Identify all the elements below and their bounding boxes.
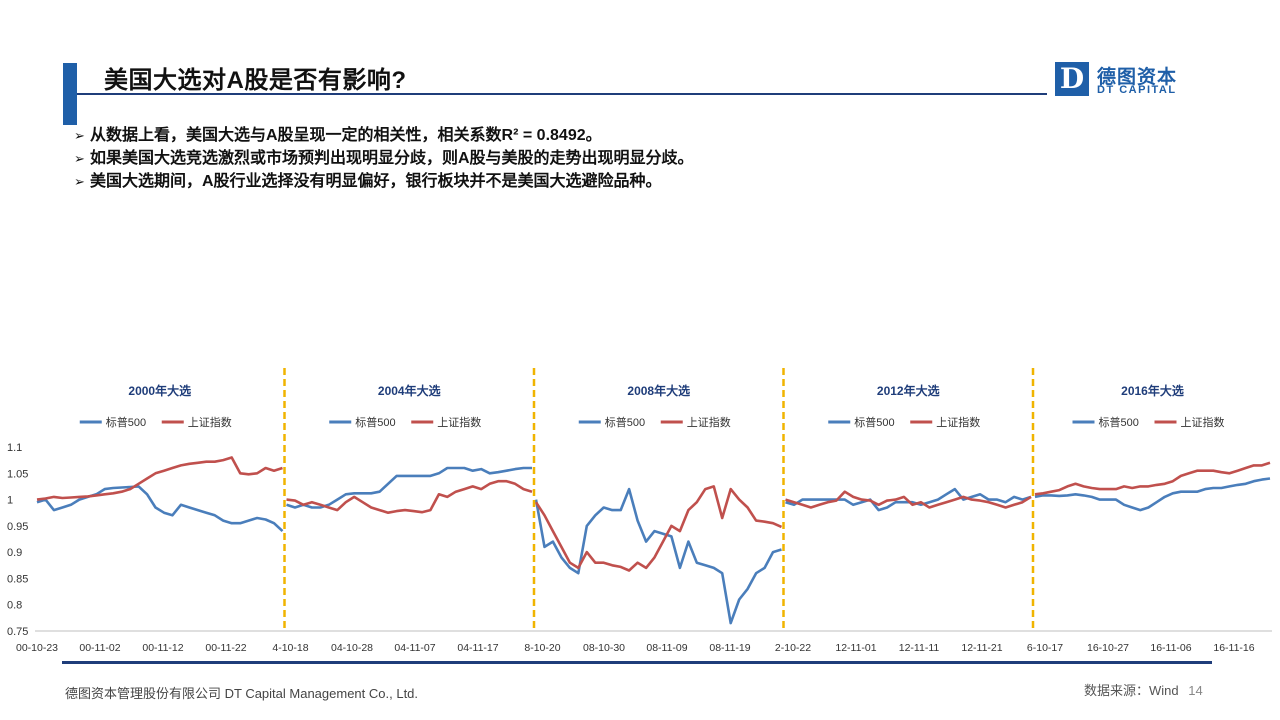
page-title: 美国大选对A股是否有影响? — [104, 67, 407, 94]
panel-title: 2004年大选 — [378, 383, 441, 398]
x-tick-label: 00-11-12 — [142, 642, 183, 654]
bullet-text: 如果美国大选竞选激烈或市场预判出现明显分歧，则A股与美股的走势出现明显分歧。 — [90, 150, 694, 167]
y-tick-label: 0.75 — [7, 626, 28, 638]
x-tick-label: 12-11-21 — [961, 642, 1002, 654]
legend-label: 标普500 — [106, 415, 146, 429]
x-tick-label: 16-11-06 — [1150, 642, 1191, 654]
legend-label: 上证指数 — [936, 415, 980, 429]
page-number: 14 — [1188, 683, 1203, 698]
series-line-sse — [36, 456, 283, 501]
logo-letter: D — [1059, 62, 1085, 95]
x-tick-label: 00-11-02 — [79, 642, 120, 654]
x-tick-label: 2-10-22 — [775, 642, 811, 654]
legend-label: 上证指数 — [437, 415, 481, 429]
bullet-item: ➢ 美国大选期间，A股行业选择没有明显偏好，银行板块并不是美国大选避险品种。 — [74, 170, 694, 193]
panel-title: 2000年大选 — [128, 383, 191, 398]
x-tick-label: 12-11-11 — [899, 642, 940, 654]
y-tick-label: 1.05 — [7, 468, 28, 480]
series-line-sse — [534, 485, 783, 572]
x-tick-label: 8-10-20 — [521, 642, 560, 654]
bullet-arrow-icon: ➢ — [74, 128, 85, 143]
series-line-sse — [1034, 461, 1271, 496]
bullet-text: 美国大选期间，A股行业选择没有明显偏好，银行板块并不是美国大选避险品种。 — [90, 173, 662, 190]
series-line-sp500 — [286, 466, 532, 509]
x-tick-label: 00-11-22 — [205, 642, 246, 654]
bullet-item: ➢ 如果美国大选竞选激烈或市场预判出现明显分歧，则A股与美股的走势出现明显分歧。 — [74, 147, 694, 170]
y-tick-label: 0.9 — [7, 547, 22, 559]
bottom-rule — [62, 661, 1212, 664]
x-tick-label: 16-10-27 — [1087, 642, 1129, 654]
x-tick-label: 00-10-23 — [16, 642, 58, 654]
title-underline — [77, 93, 1047, 95]
x-tick-label: 08-11-19 — [709, 642, 750, 654]
bullet-text: 从数据上看，美国大选与A股呈现一定的相关性，相关系数R² = 0.8492。 — [90, 127, 602, 144]
x-tick-label: 04-10-28 — [331, 642, 373, 654]
series-line-sse — [286, 479, 533, 514]
footer-company: 德图资本管理股份有限公司 DT Capital Management Co., … — [65, 686, 419, 701]
legend-label: 标普500 — [605, 415, 645, 429]
legend-label: 标普500 — [1099, 415, 1139, 429]
panel-title: 2016年大选 — [1121, 383, 1184, 398]
legend-label: 上证指数 — [188, 415, 232, 429]
y-tick-label: 0.8 — [7, 600, 22, 612]
bullet-item: ➢ 从数据上看，美国大选与A股呈现一定的相关性，相关系数R² = 0.8492。 — [74, 124, 694, 147]
legend-label: 标普500 — [355, 415, 395, 429]
company-logo: D 德图资本 DT CAPITAL — [1055, 60, 1235, 100]
legend-label: 标普500 — [854, 415, 894, 429]
x-tick-label: 12-11-01 — [835, 642, 876, 654]
footer-source-page: 数据来源：Wind 14 — [1084, 680, 1203, 699]
x-tick-label: 6-10-17 — [1027, 642, 1063, 654]
y-tick-label: 1 — [7, 495, 13, 507]
y-tick-label: 0.85 — [7, 573, 28, 585]
x-tick-label: 08-11-09 — [646, 642, 687, 654]
logo-mark-icon: D — [1055, 62, 1089, 96]
panel-title: 2012年大选 — [877, 383, 940, 398]
bullet-list: ➢ 从数据上看，美国大选与A股呈现一定的相关性，相关系数R² = 0.8492。 … — [74, 124, 694, 193]
logo-chinese-name: 德图资本 — [1097, 67, 1178, 88]
bullet-arrow-icon: ➢ — [74, 151, 85, 166]
x-tick-label: 08-10-30 — [583, 642, 625, 654]
series-line-sse — [785, 490, 1032, 509]
panel-title: 2008年大选 — [627, 383, 690, 398]
x-tick-label: 04-11-07 — [394, 642, 435, 654]
footer-source: 数据来源：Wind — [1084, 683, 1179, 698]
x-tick-label: 4-10-18 — [269, 642, 308, 654]
y-tick-label: 1.1 — [7, 442, 22, 454]
legend-label: 上证指数 — [687, 415, 731, 429]
series-line-sp500 — [534, 487, 782, 625]
series-line-sp500 — [1034, 477, 1271, 512]
title-accent-bar — [63, 63, 77, 125]
series-line-sp500 — [36, 485, 284, 533]
y-tick-label: 0.95 — [7, 521, 28, 533]
legend-label: 上证指数 — [1181, 415, 1225, 429]
bullet-arrow-icon: ➢ — [74, 174, 85, 189]
logo-english-name: DT CAPITAL — [1097, 84, 1177, 96]
x-tick-label: 16-11-16 — [1213, 642, 1254, 654]
x-tick-label: 04-11-17 — [457, 642, 498, 654]
